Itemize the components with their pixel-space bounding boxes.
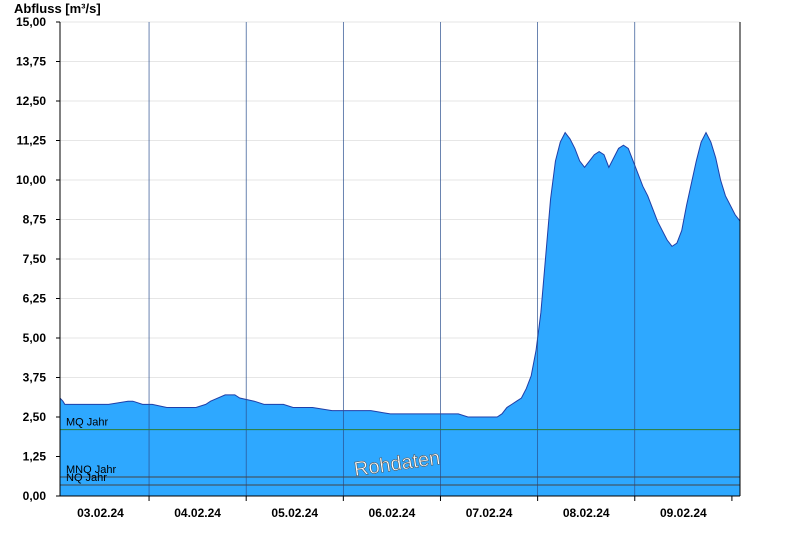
y-tick-label: 0,00	[23, 489, 47, 503]
reference-label: MNQ Jahr	[66, 464, 116, 476]
y-tick-label: 3,75	[23, 371, 47, 385]
y-tick-label: 10,00	[16, 173, 46, 187]
y-tick-label: 5,00	[23, 331, 47, 345]
reference-label: NQ Jahr	[66, 472, 107, 484]
y-tick-label: 12,50	[16, 94, 46, 108]
y-axis-ticks: 15,00 13,75 12,50 11,25 10,00 8,75 7,50 6,25 5,0…	[16, 15, 60, 503]
area-fill	[60, 132, 740, 496]
y-tick-label: 1,25	[23, 450, 47, 464]
y-tick-label: 8,75	[23, 213, 47, 227]
y-tick-label: 11,25	[17, 134, 47, 148]
x-tick-label: 06.02.24	[369, 506, 416, 520]
y-tick-label: 15,00	[16, 15, 46, 29]
x-tick-label: 07.02.24	[466, 506, 513, 520]
x-tick-label: 03.02.24	[77, 506, 124, 520]
x-tick-label: 04.02.24	[174, 506, 221, 520]
day-separators	[148, 22, 636, 496]
y-tick-label: 6,25	[23, 292, 47, 306]
series-line	[59, 131, 741, 418]
x-tick-label: 05.02.24	[271, 506, 318, 520]
y-tick-label: 13,75	[16, 55, 46, 69]
x-tick-label: 08.02.24	[563, 506, 610, 520]
reference-label: MQ Jahr	[66, 417, 109, 429]
x-axis-ticks: 03.02.24 04.02.24 05.02.24 06.02.24 07.02.24…	[77, 496, 733, 520]
y-axis-title: Abfluss [m³/s]	[14, 1, 101, 16]
x-tick-label: 09.02.24	[660, 506, 707, 520]
y-tick-label: 2,50	[23, 410, 47, 424]
series-area	[59, 131, 741, 496]
y-tick-label: 7,50	[23, 252, 47, 266]
